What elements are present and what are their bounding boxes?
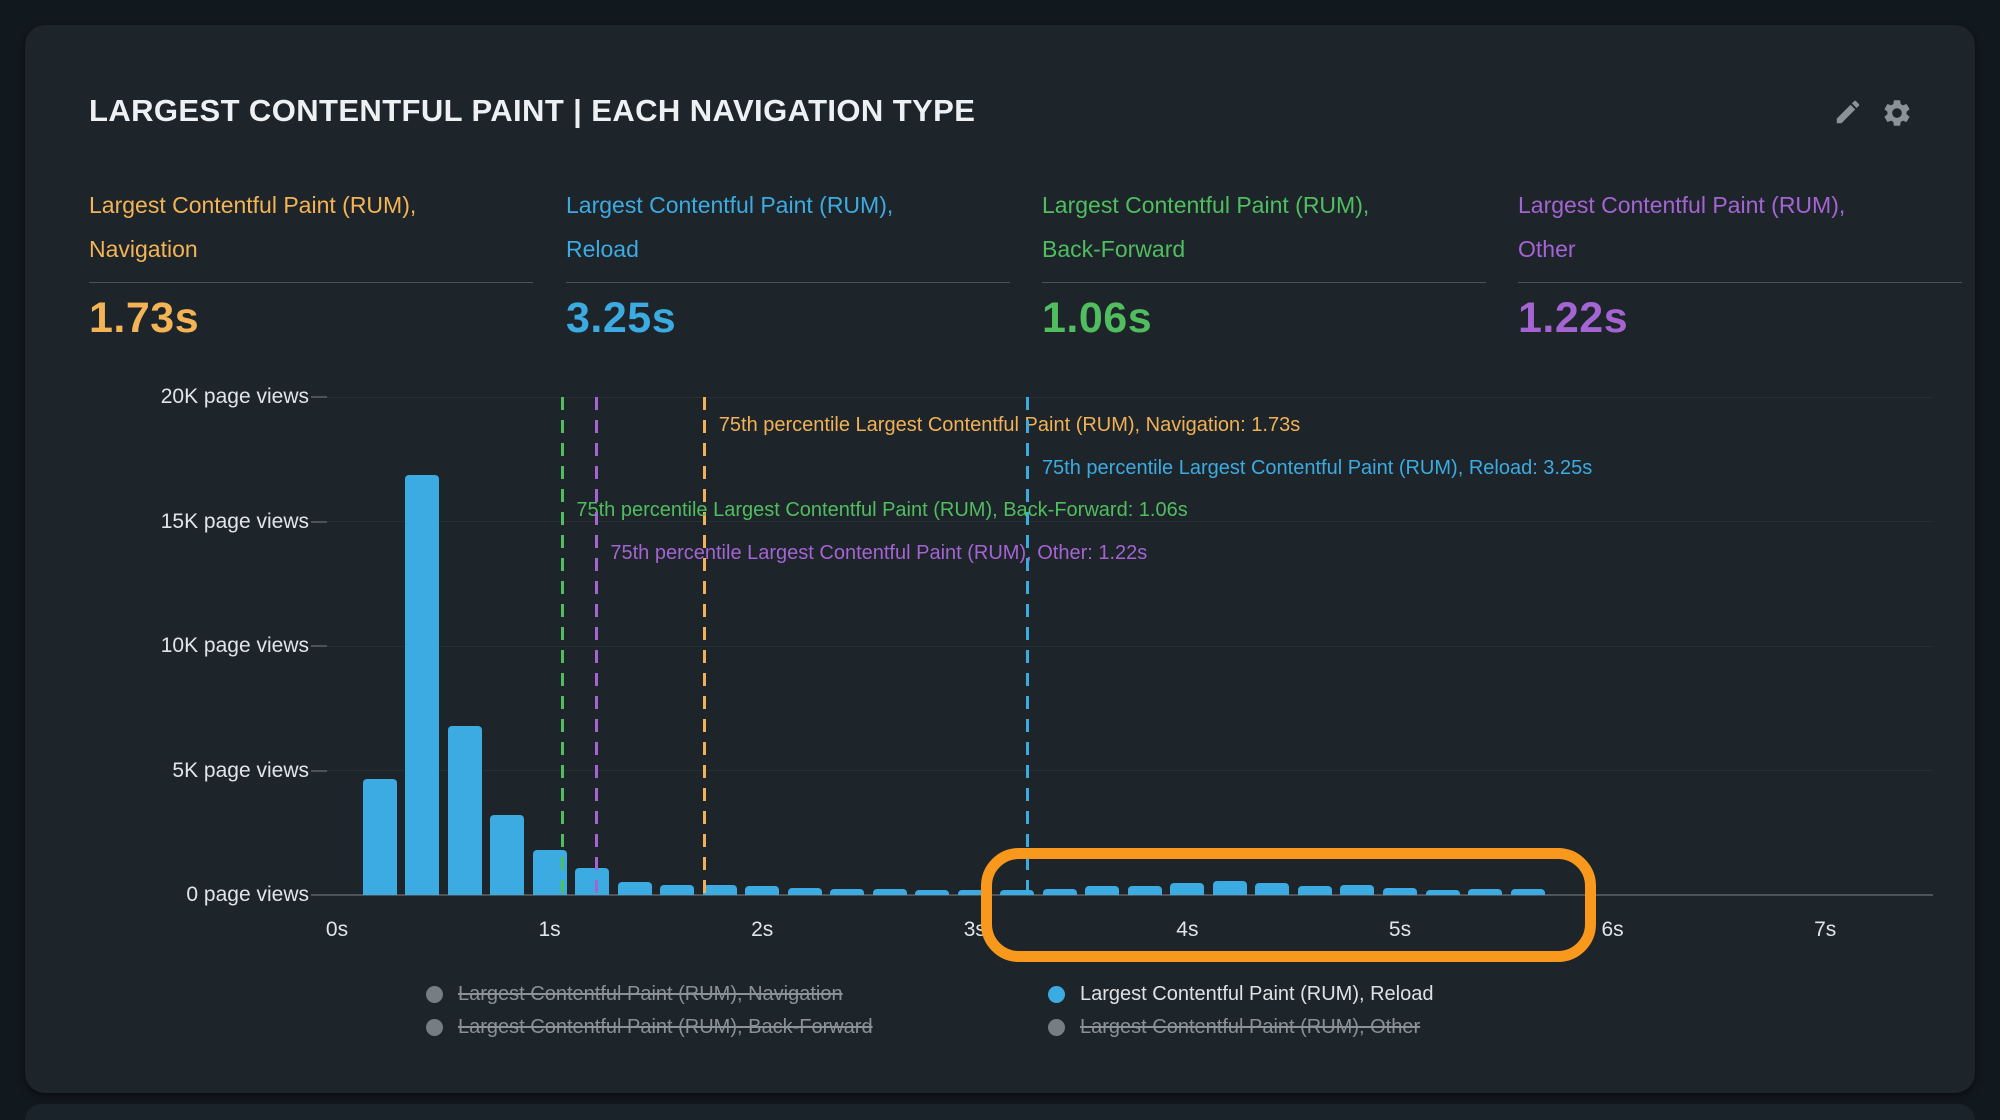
histogram-bar[interactable]: [1043, 889, 1077, 895]
histogram-bar[interactable]: [1128, 886, 1162, 895]
histogram-bar[interactable]: [1213, 881, 1247, 895]
legend-label: Largest Contentful Paint (RUM), Back-For…: [458, 1015, 873, 1038]
legend-item[interactable]: Largest Contentful Paint (RUM), Other: [1048, 1014, 1420, 1040]
kpi-value: 1.22s: [1518, 294, 1629, 342]
x-axis-label: 6s: [1601, 918, 1624, 941]
percentile-line-back-forward: [560, 397, 564, 895]
histogram-bar[interactable]: [1000, 890, 1034, 895]
histogram-bar[interactable]: [1170, 883, 1204, 895]
kpi-value: 1.73s: [89, 294, 200, 342]
kpi-value: 1.06s: [1042, 294, 1153, 342]
x-axis-label: 5s: [1388, 918, 1412, 941]
histogram-bar[interactable]: [915, 890, 949, 895]
histogram-bar[interactable]: [873, 889, 907, 895]
x-axis-label: 1s: [538, 918, 561, 941]
kpi-label-line2: Reload: [566, 236, 639, 262]
widget-toolbar: [1833, 97, 1913, 129]
legend-label: Largest Contentful Paint (RUM), Other: [1080, 1015, 1421, 1038]
histogram-bar[interactable]: [1468, 889, 1502, 895]
y-axis-tick: [311, 894, 327, 896]
kpi-stat-reload: Largest Contentful Paint (RUM), Reload 3.2…: [566, 183, 1010, 343]
legend-dot: [426, 985, 443, 1003]
kpi-label-line2: Navigation: [89, 236, 198, 262]
kpi-divider: [1518, 282, 1962, 283]
y-axis-label: 10K page views: [160, 634, 309, 657]
legend-item[interactable]: Largest Contentful Paint (RUM), Navigati…: [426, 981, 843, 1007]
kpi-value: 3.25s: [566, 294, 677, 342]
legend-item[interactable]: Largest Contentful Paint (RUM), Reload: [1048, 981, 1434, 1007]
histogram-bar[interactable]: [575, 868, 609, 895]
kpi-label-line1: Largest Contentful Paint (RUM),: [1042, 192, 1370, 218]
legend-item[interactable]: Largest Contentful Paint (RUM), Back-For…: [426, 1014, 873, 1040]
histogram-bar[interactable]: [958, 890, 992, 895]
histogram-bar[interactable]: [448, 726, 482, 895]
x-axis-label: 2s: [751, 918, 774, 941]
histogram-bar[interactable]: [1298, 886, 1332, 895]
kpi-stat-back-forward: Largest Contentful Paint (RUM), Back-Forw…: [1042, 183, 1486, 343]
y-gridline: [327, 645, 1933, 647]
histogram-bar[interactable]: [1085, 886, 1119, 895]
legend-dot: [426, 1018, 443, 1036]
kpi-stat-navigation: Largest Contentful Paint (RUM), Navigatio…: [89, 183, 533, 343]
legend-label: Largest Contentful Paint (RUM), Reload: [1080, 982, 1434, 1005]
y-axis-label: 5K page views: [172, 758, 309, 782]
histogram-bar[interactable]: [703, 885, 737, 895]
next-widget-top-edge: [25, 1104, 1975, 1120]
histogram-bar[interactable]: [1383, 888, 1417, 895]
y-axis-label: 0 page views: [186, 883, 309, 906]
y-axis-tick: [311, 396, 327, 398]
histogram-bar[interactable]: [1511, 889, 1545, 895]
percentile-line-reload: [1026, 397, 1030, 895]
histogram-bar[interactable]: [745, 886, 779, 895]
edit-pencil-icon[interactable]: [1833, 97, 1863, 127]
y-gridline: [327, 521, 1933, 522]
histogram-bar[interactable]: [363, 779, 397, 895]
y-gridline: [327, 396, 1933, 398]
widget-title: LARGEST CONTENTFUL PAINT | EACH NAVIGATI…: [89, 93, 976, 128]
x-axis-baseline: [327, 894, 1933, 896]
histogram-bar[interactable]: [490, 815, 524, 895]
y-axis-tick: [311, 645, 327, 647]
kpi-divider: [566, 282, 1010, 283]
x-axis-label: 7s: [1814, 918, 1837, 941]
highlight-region-box: [981, 848, 1596, 962]
histogram-bar[interactable]: [830, 889, 864, 895]
histogram-bar[interactable]: [405, 475, 439, 895]
lcp-widget-card: LARGEST CONTENTFUL PAINT | EACH NAVIGATI…: [25, 25, 1975, 1093]
percentile-annotation-reload: 75th percentile Largest Contentful Paint…: [1041, 456, 1593, 479]
x-axis-label: 4s: [1176, 918, 1199, 941]
kpi-divider: [89, 282, 533, 283]
percentile-line-navigation: [703, 397, 707, 895]
y-axis-label: 15K page views: [160, 509, 309, 533]
percentile-annotation-back-forward: 75th percentile Largest Contentful Paint…: [576, 499, 1188, 521]
kpi-label-line1: Largest Contentful Paint (RUM),: [89, 192, 417, 218]
histogram-bar[interactable]: [1255, 883, 1289, 895]
legend-dot: [1048, 1018, 1065, 1036]
histogram-bar[interactable]: [660, 885, 694, 895]
histogram-bar[interactable]: [788, 888, 822, 895]
kpi-stat-other: Largest Contentful Paint (RUM), Other 1.22…: [1518, 183, 1962, 343]
histogram-bar[interactable]: [618, 882, 652, 895]
kpi-label-line2: Other: [1518, 236, 1576, 262]
kpi-label-line2: Back-Forward: [1042, 236, 1186, 262]
settings-gear-icon[interactable]: [1881, 97, 1913, 129]
kpi-label-line1: Largest Contentful Paint (RUM),: [1518, 192, 1846, 218]
y-axis-tick: [311, 520, 327, 523]
y-gridline: [327, 770, 1933, 771]
histogram-bar[interactable]: [1426, 890, 1460, 895]
x-axis-label: 0s: [325, 918, 349, 941]
kpi-label-line1: Largest Contentful Paint (RUM),: [566, 192, 894, 218]
y-axis-tick: [311, 769, 327, 772]
legend-label: Largest Contentful Paint (RUM), Navigati…: [458, 982, 843, 1005]
x-axis-label: 3s: [963, 918, 986, 941]
percentile-annotation-navigation: 75th percentile Largest Contentful Paint…: [718, 414, 1301, 436]
percentile-line-other: [594, 397, 598, 895]
histogram-bar[interactable]: [1340, 885, 1374, 895]
legend-dot: [1048, 985, 1065, 1003]
kpi-divider: [1042, 282, 1486, 283]
y-axis-label: 20K page views: [160, 385, 309, 408]
percentile-annotation-other: 75th percentile Largest Contentful Paint…: [610, 541, 1148, 564]
